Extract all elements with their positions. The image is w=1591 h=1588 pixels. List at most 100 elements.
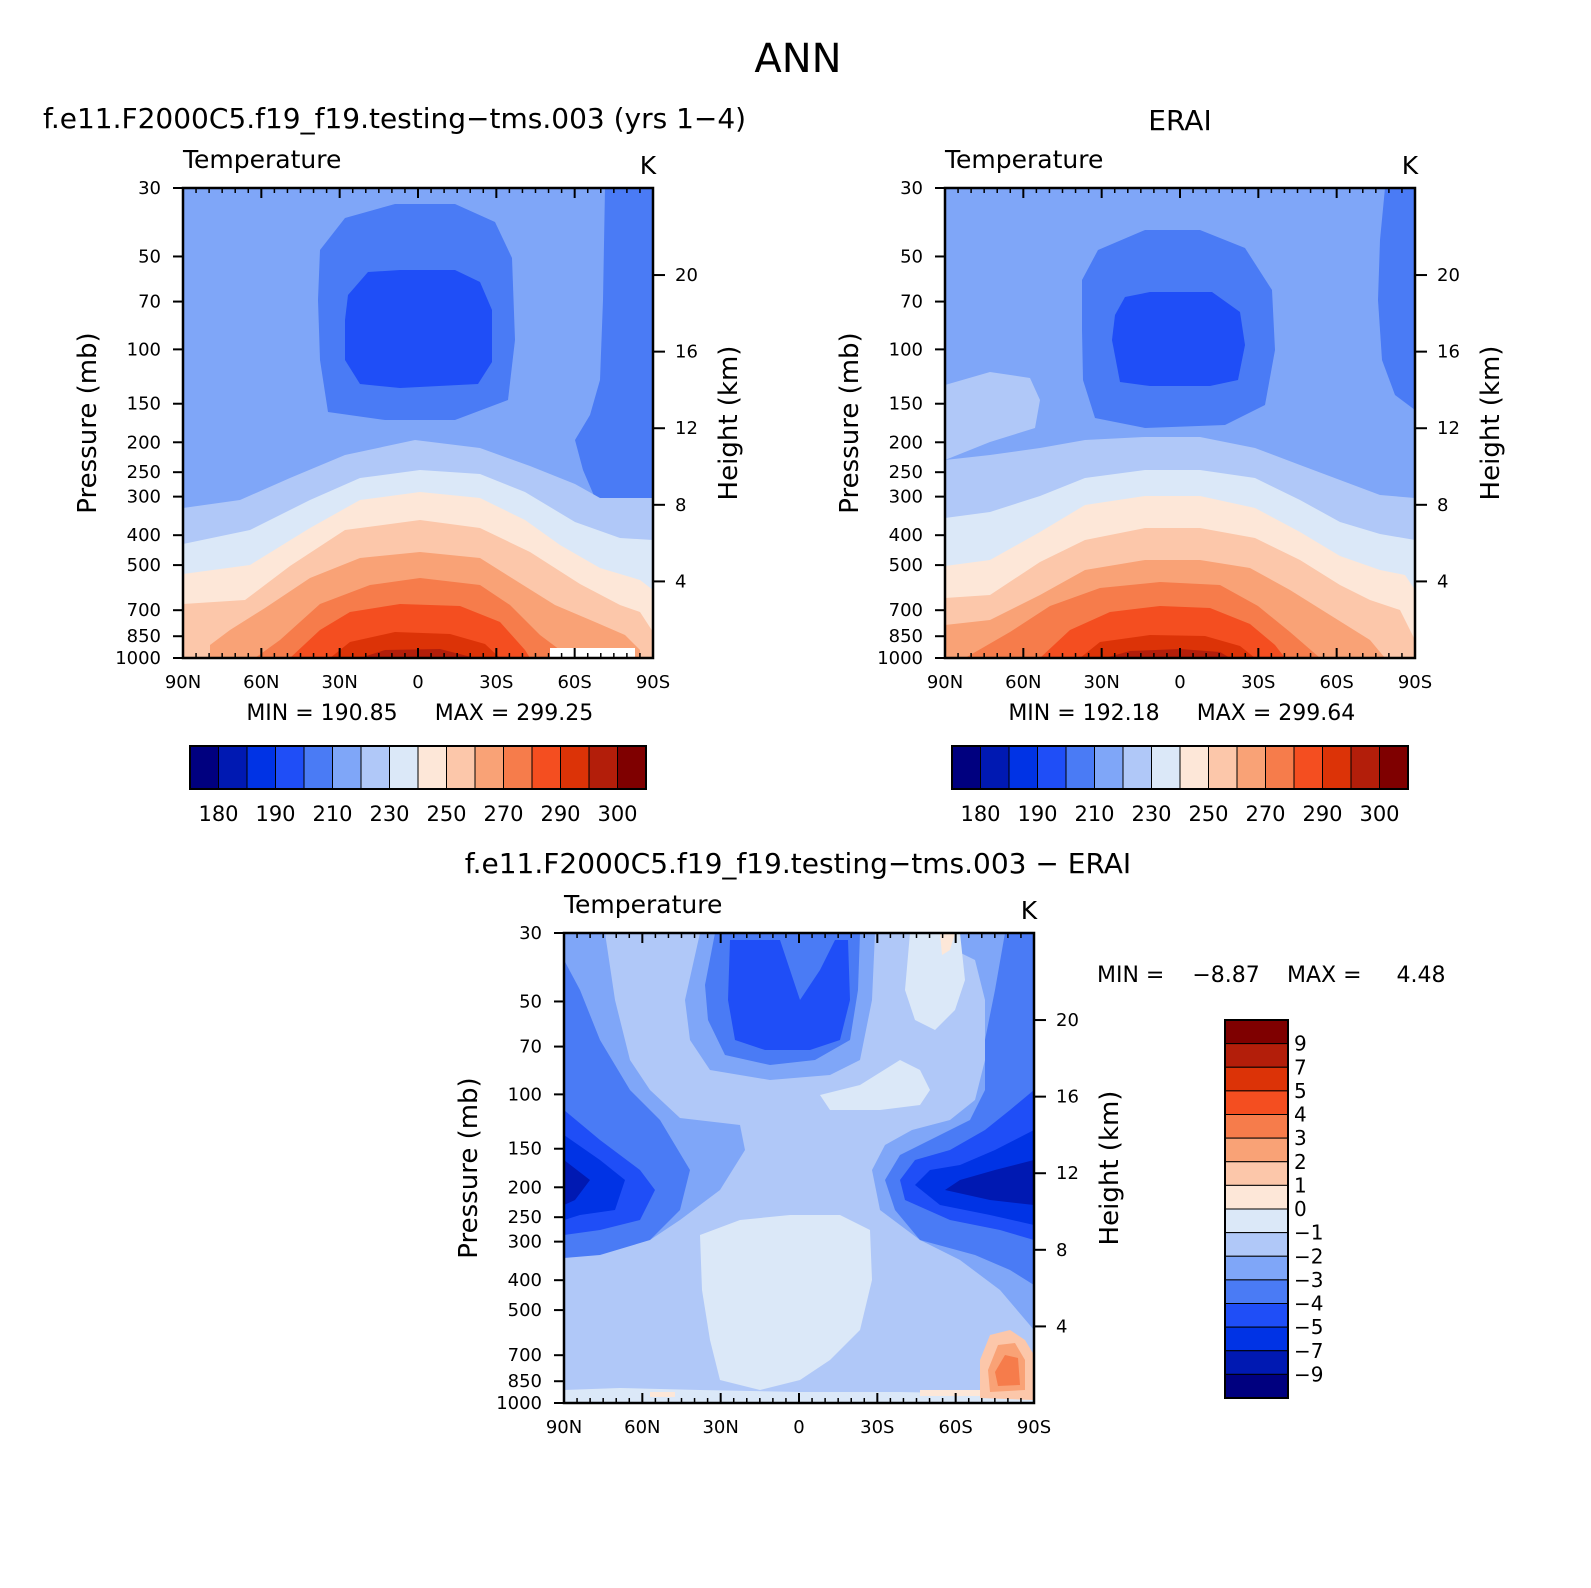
x-tick-label: 0 [793,1417,804,1438]
y-tick-label: 50 [519,991,542,1012]
x-tick-label: 60N [243,672,279,693]
variable-label: Temperature [944,145,1103,174]
y-tick-label: 70 [519,1037,542,1058]
colorbar-swatch [1224,1232,1289,1257]
x-tick-label: 90S [1017,1417,1051,1438]
colorbar-label: 210 [312,802,352,826]
colorbar-label: 230 [369,802,409,826]
colorbar-swatch [1094,745,1124,790]
y-tick-label: 700 [127,600,161,621]
x-tick-label: 0 [412,672,423,693]
y2-axis-label: Height (km) [714,346,744,501]
variable-label: Temperature [563,890,722,919]
y2-axis-label: Height (km) [1095,1091,1125,1246]
colorbar-swatch [1379,745,1409,790]
panel1-title: f.e11.F2000C5.f19_f19.testing−tms.003 (y… [43,102,746,135]
max-label: MAX = 299.64 [1197,701,1356,726]
colorbar-label: −7 [1294,1339,1323,1363]
y2-tick-label: 4 [675,571,686,592]
colorbar-frame [951,745,1409,790]
y-axis-label: Pressure (mb) [835,332,865,513]
colorbar-label: 230 [1131,802,1171,826]
min-label: MIN = −8.87 [1097,963,1260,988]
colorbar-swatch [1224,1184,1289,1210]
colorbar-label: −5 [1294,1315,1323,1339]
x-tick-label: 30N [1083,672,1119,693]
model-temperature-panel: 90N 60N 30N 0 30S 60S 90S 30 50 70 100 150 200 250 300… [73,145,744,826]
y-tick-label: 100 [127,339,161,360]
y-tick-label: 30 [519,923,542,944]
colorbar-label: 9 [1294,1032,1307,1056]
colorbar-swatch [1265,745,1295,790]
colorbar-frame [1224,1019,1289,1399]
y2-tick-label: 12 [675,418,698,439]
y-tick-label: 300 [508,1232,542,1253]
y-tick-label: 30 [138,178,161,199]
x-tick-label: 60S [557,672,591,693]
colorbar-swatch [1224,1043,1289,1068]
y-tick-label: 250 [508,1207,542,1228]
y-axis-label: Pressure (mb) [454,1077,484,1258]
colorbar-label: 270 [483,802,523,826]
y-tick-label: 300 [889,487,923,508]
x-tick-label: 60S [1319,672,1353,693]
colorbar-label: 180 [198,802,238,826]
x-tick-label: 90N [927,672,963,693]
variable-label: Temperature [182,145,341,174]
y-tick-label: 100 [889,339,923,360]
y-tick-label: 500 [127,555,161,576]
min-label: MIN = 192.18 [1008,701,1159,726]
x-tick-label: 90S [1398,672,1432,693]
colorbar-label: 4 [1294,1103,1307,1127]
colorbar-swatch [560,745,590,790]
colorbar-swatch [474,745,504,790]
y2-tick-label: 20 [1056,1010,1079,1031]
max-label: MAX = 4.48 [1287,963,1445,988]
colorbar-label: 190 [1017,802,1057,826]
colorbar-swatch [1008,745,1038,790]
contour-fill [564,933,1034,1403]
erai-temperature-panel: 90N 60N 30N 0 30S 60S 90S 30 50 70 100 150 200 250 300… [835,145,1506,826]
colorbar-swatch [1224,1255,1289,1281]
colorbar-swatch [1224,1326,1289,1352]
y-tick-label: 70 [138,292,161,313]
colorbar-label: 1 [1294,1173,1307,1197]
colorbar-swatch [246,745,276,790]
min-label: MIN = 190.85 [246,701,397,726]
x-tick-label: 0 [1174,672,1185,693]
x-tick-label: 30S [860,1417,894,1438]
colorbar-swatch [1122,745,1152,790]
colorbar-label: 5 [1294,1079,1307,1103]
colorbar-swatch [218,745,248,790]
colorbar-label: 180 [960,802,1000,826]
contour-fill [183,188,653,658]
colorbar-swatch [1224,1208,1289,1234]
y2-tick-label: 16 [1056,1087,1079,1108]
colorbar-label: 250 [426,802,466,826]
y2-tick-label: 8 [1437,495,1448,516]
colorbar-label: 3 [1294,1126,1307,1150]
difference-panel: 90N 60N 30N 0 30S 60S 90S305070100150200250300… [454,890,1445,1438]
figure-title: ANN [754,36,841,82]
colorbar-label: −3 [1294,1268,1323,1292]
colorbar-label: −9 [1294,1362,1323,1386]
y2-tick-label: 20 [1437,265,1460,286]
colorbar-swatch [332,745,362,790]
y-tick-label: 700 [889,600,923,621]
colorbar-swatch [588,745,618,790]
colorbar-frame [189,745,647,790]
colorbar-swatch [951,745,981,790]
colorbar-swatch [617,745,647,790]
x-tick-label: 60S [938,1417,972,1438]
y-tick-label: 1000 [115,648,161,669]
y-tick-label: 1000 [877,648,923,669]
colorbar-label: 270 [1245,802,1285,826]
y2-tick-label: 4 [1056,1316,1067,1337]
y-tick-label: 400 [508,1270,542,1291]
colorbar-label: 7 [1294,1055,1307,1079]
y-tick-label: 100 [508,1084,542,1105]
y-tick-label: 700 [508,1345,542,1366]
contour-fill [945,188,1415,658]
y-tick-label: 150 [127,394,161,415]
